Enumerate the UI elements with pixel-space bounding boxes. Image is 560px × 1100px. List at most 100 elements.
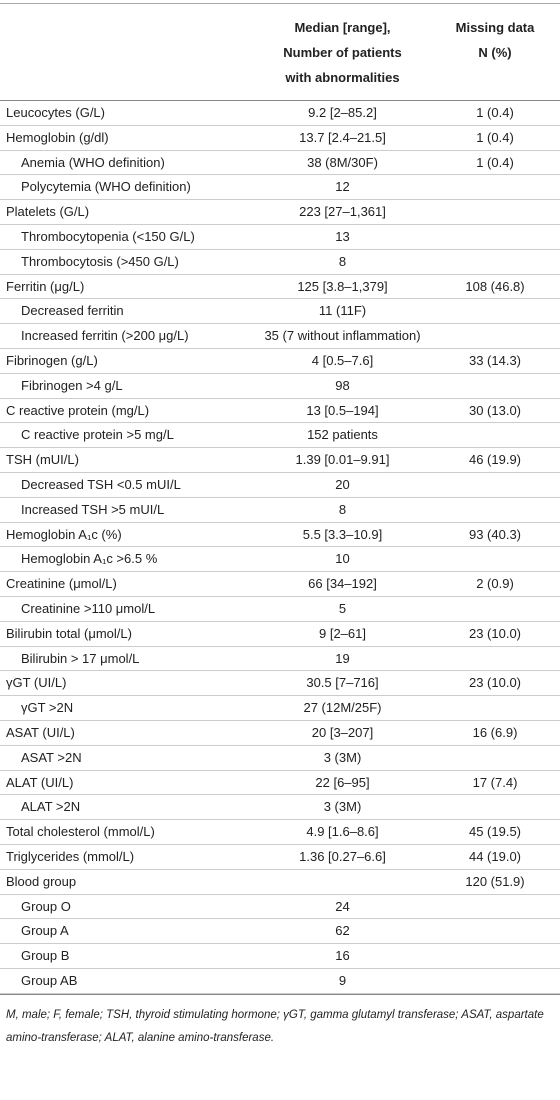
median-cell: 38 (8M/30F) [307, 154, 378, 170]
table-header: Median [range], Number of patients with ab… [0, 3, 560, 101]
row-label: Polycytemia (WHO definition) [21, 179, 191, 195]
table-row: γGT (UI/L) 30.5 [7–716] 23 (10.0) [0, 671, 560, 697]
median-cell: 8 [338, 253, 347, 269]
row-label: Total cholesterol (mmol/L) [6, 824, 155, 840]
median-cell: 12 [335, 179, 350, 195]
header-missing: Missing data N (%) [430, 4, 560, 100]
row-label: Increased TSH >5 mUI/L [21, 501, 165, 517]
sub-row: Group A 62 [0, 919, 560, 945]
median-cell: 5 [338, 600, 347, 616]
median-cell: 152 patients [307, 427, 378, 443]
row-label: Blood group [6, 873, 77, 889]
median-cell: 8 [338, 501, 347, 517]
missing-cell: 16 (6.9) [472, 724, 518, 740]
row-label: Triglycerides (mmol/L) [6, 848, 135, 864]
missing-cell: 1 (0.4) [476, 105, 514, 120]
header-line: Number of patients [283, 45, 402, 60]
median-cell [255, 870, 430, 894]
row-label: Leucocytes (G/L) [6, 105, 105, 120]
missing-cell [430, 597, 560, 621]
missing-cell: 46 (19.9) [468, 452, 522, 468]
missing-cell [430, 746, 560, 770]
sub-row: Creatinine >110 μmol/L 5 [0, 597, 560, 622]
row-label: Bilirubin total (μmol/L) [6, 625, 132, 641]
median-cell: 30.5 [7–716] [306, 675, 379, 691]
median-cell: 98 [335, 377, 350, 393]
sub-row: ASAT >2N 3 (3M) [0, 746, 560, 771]
row-label: ASAT (UI/L) [6, 724, 75, 740]
row-label: Group AB [21, 972, 78, 988]
missing-cell [430, 547, 560, 571]
median-cell: 27 (12M/25F) [303, 700, 382, 716]
missing-cell [430, 895, 560, 919]
row-label: C reactive protein (mg/L) [6, 402, 150, 418]
row-label: Decreased TSH <0.5 mUI/L [21, 476, 181, 492]
row-label: Group B [21, 948, 70, 964]
median-cell: 4.9 [1.6–8.6] [306, 824, 379, 840]
table-row: Bilirubin total (μmol/L) 9 [2–61] 23 (10.0… [0, 622, 560, 647]
table-row: Hemoglobin A₁c (%) 5.5 [3.3–10.9] 93 (40.3… [0, 523, 560, 548]
row-label: Creatinine >110 μmol/L [21, 600, 156, 616]
table-row: Leucocytes (G/L) 9.2 [2–85.2] 1 (0.4) [0, 101, 560, 126]
median-cell: 66 [34–192] [308, 576, 377, 592]
missing-cell: 30 (13.0) [468, 402, 522, 418]
sub-row: γGT >2N 27 (12M/25F) [0, 696, 560, 721]
median-cell: 125 [3.8–1,379] [297, 278, 388, 294]
row-label: Bilirubin > 17 μmol/L [21, 650, 140, 666]
row-label: Platelets (G/L) [6, 204, 90, 220]
missing-cell: 108 (46.8) [465, 278, 525, 294]
header-line: Median [range], [294, 20, 391, 35]
missing-cell [430, 944, 560, 968]
row-label: C reactive protein >5 mg/L [21, 427, 174, 443]
median-cell: 223 [27–1,361] [299, 204, 386, 220]
median-cell: 13 [0.5–194] [306, 402, 379, 418]
missing-cell: 120 (51.9) [465, 873, 525, 889]
missing-cell: 23 (10.0) [468, 625, 522, 641]
sub-row: Group B 16 [0, 944, 560, 969]
sub-row: Decreased TSH <0.5 mUI/L 20 [0, 473, 560, 498]
sub-row: Polycytemia (WHO definition) 12 [0, 175, 560, 201]
header-line: N (%) [478, 45, 512, 60]
table-row: Platelets (G/L) 223 [27–1,361] [0, 200, 560, 225]
median-cell: 62 [335, 923, 350, 939]
sub-row: Increased TSH >5 mUI/L 8 [0, 498, 560, 523]
row-label: Group A [21, 923, 69, 939]
missing-cell: 44 (19.0) [468, 848, 522, 864]
median-cell: 9 [2–61] [319, 625, 366, 641]
missing-cell: 33 (14.3) [468, 352, 522, 368]
header-label-cell [0, 4, 255, 100]
missing-cell [430, 200, 560, 224]
median-cell: 1.36 [0.27–6.6] [299, 848, 386, 864]
missing-cell [430, 795, 560, 819]
median-cell: 20 [3–207] [311, 724, 374, 740]
sub-row: Increased ferritin (>200 μg/L) 35 (7 with… [0, 324, 560, 349]
table-row: Triglycerides (mmol/L) 1.36 [0.27–6.6] 44 … [0, 845, 560, 870]
row-label: Fibrinogen (g/L) [6, 352, 98, 368]
row-label: Group O [21, 898, 71, 914]
header-line: Missing data [455, 20, 535, 35]
median-cell: 5.5 [3.3–10.9] [302, 526, 383, 542]
table-row: Total cholesterol (mmol/L) 4.9 [1.6–8.6] 4… [0, 820, 560, 845]
median-cell: 10 [335, 551, 350, 567]
missing-cell [430, 423, 560, 447]
row-label: TSH (mUI/L) [6, 452, 79, 468]
table-row: C reactive protein (mg/L) 13 [0.5–194] 30 … [0, 399, 560, 424]
row-label: Creatinine (μmol/L) [6, 576, 117, 592]
sub-row: Decreased ferritin 11 (11F) [0, 299, 560, 325]
median-cell: 13 [335, 228, 350, 244]
median-cell: 4 [0.5–7.6] [311, 352, 374, 368]
table-row: Blood group 120 (51.9) [0, 870, 560, 895]
row-label: Decreased ferritin [21, 303, 124, 319]
sub-row: Anemia (WHO definition) 38 (8M/30F) 1 (0.4… [0, 151, 560, 176]
row-label: Hemoglobin A₁c >6.5 % [21, 551, 158, 567]
sub-row: Bilirubin > 17 μmol/L 19 [0, 647, 560, 672]
median-cell: 9.2 [2–85.2] [308, 105, 377, 120]
table-row: ASAT (UI/L) 20 [3–207] 16 (6.9) [0, 721, 560, 746]
median-cell: 13.7 [2.4–21.5] [299, 129, 386, 145]
median-cell: 24 [335, 898, 350, 914]
row-label: ALAT (UI/L) [6, 774, 74, 790]
missing-cell: 2 (0.9) [476, 576, 514, 592]
missing-cell [430, 374, 560, 398]
median-cell: 35 (7 without inflammation) [264, 328, 421, 344]
median-cell: 3 (3M) [323, 799, 362, 815]
